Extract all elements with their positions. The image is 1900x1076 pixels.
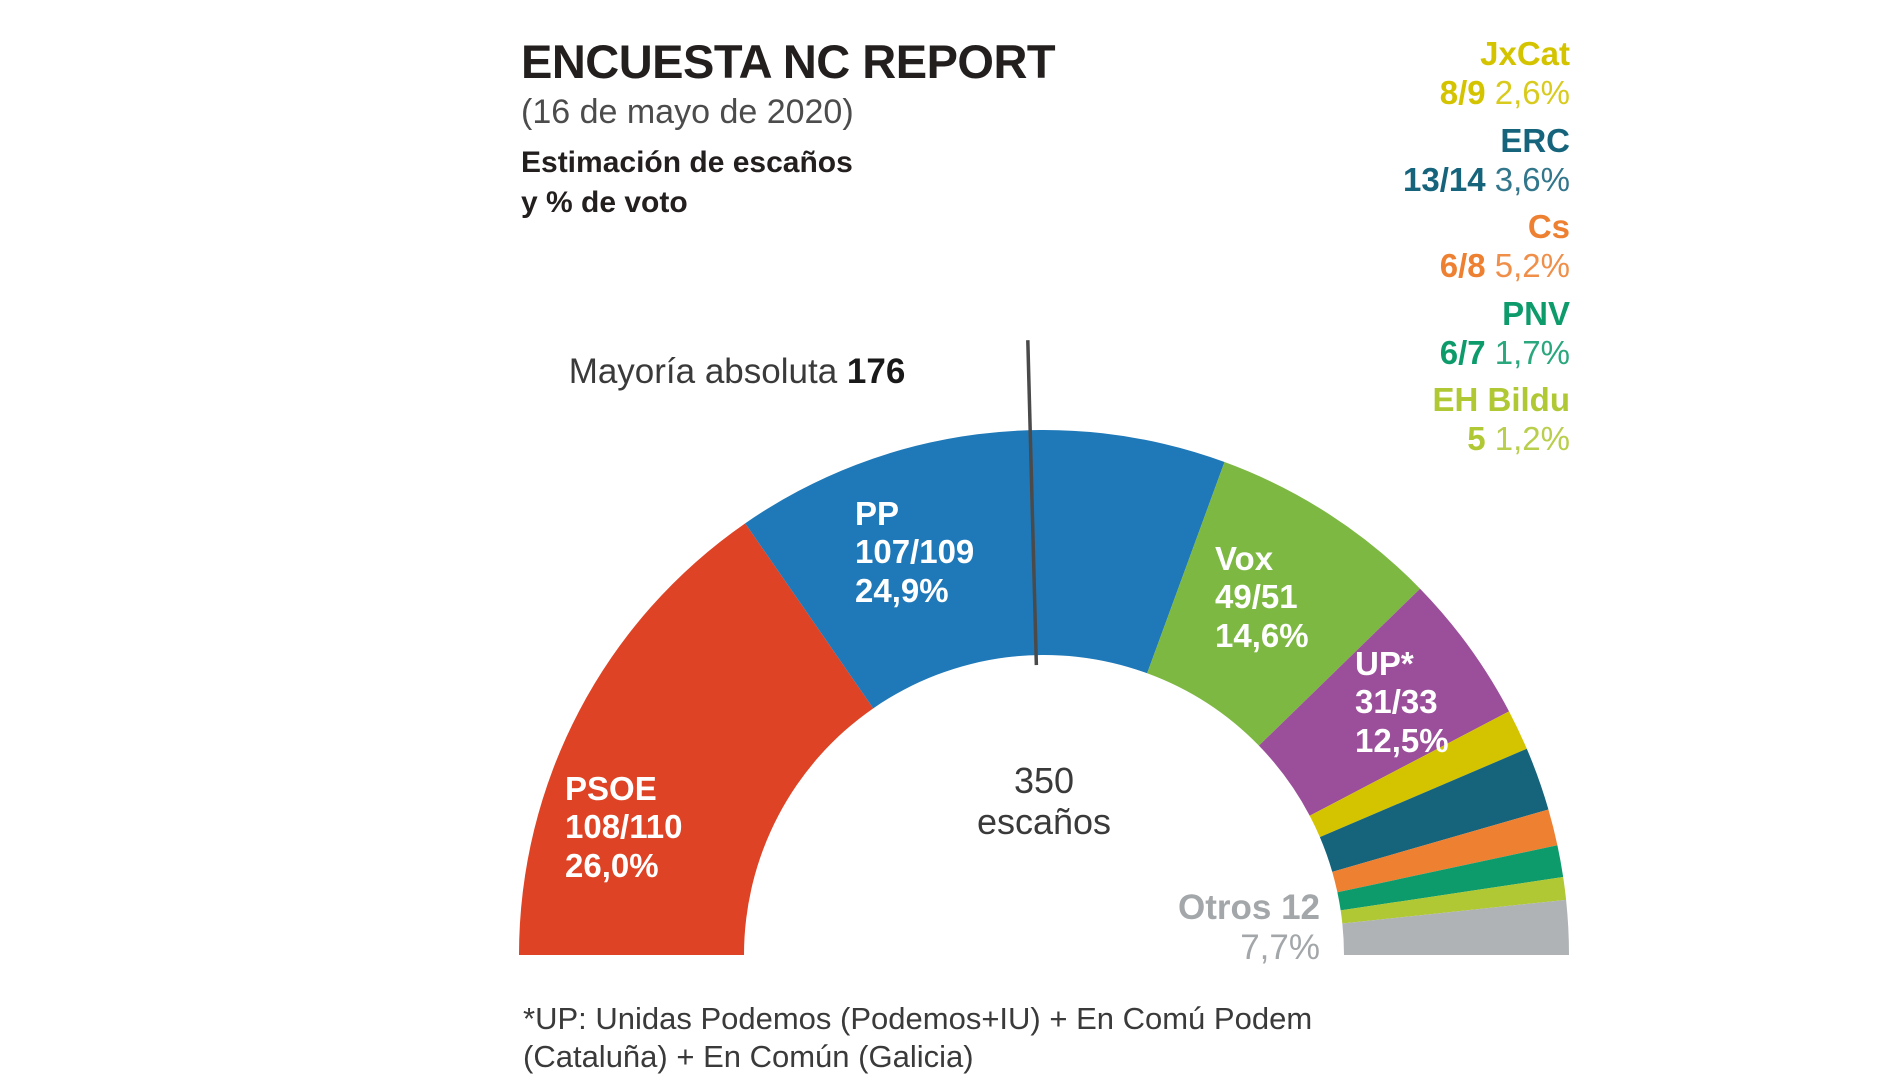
majority-divider-line xyxy=(1026,340,1039,666)
legend-pct: 1,2% xyxy=(1494,420,1570,458)
legend-party-name: JxCat xyxy=(1480,35,1570,72)
legend-values: 13/14 3,6% xyxy=(1210,160,1570,200)
footnote-line-2: (Cataluña) + En Común (Galicia) xyxy=(523,1039,974,1075)
legend-seat-range: 8/9 xyxy=(1439,73,1486,111)
pie-slice-pp xyxy=(745,430,1225,709)
legend-values: 6/7 1,7% xyxy=(1210,333,1570,373)
legend-seat-range: 5 xyxy=(1467,420,1486,458)
legend-seat-range: 13/14 xyxy=(1403,160,1486,198)
legend-pct: 3,6% xyxy=(1494,160,1570,198)
legend-item-pnv: PNV 6/7 1,7% xyxy=(1210,294,1570,373)
legend-pct: 5,2% xyxy=(1494,247,1570,285)
pie-slice-jxcat xyxy=(1309,711,1527,838)
poll-date: (16 de mayo de 2020) xyxy=(521,93,854,131)
legend-pct: 2,6% xyxy=(1494,73,1570,111)
pie-slice-up xyxy=(1258,588,1510,816)
pie-slice-psoe xyxy=(519,523,874,955)
legend-item-erc: ERC 13/14 3,6% xyxy=(1210,121,1570,200)
legend-party-name: ERC xyxy=(1500,121,1570,159)
pie-slice-pnv xyxy=(1337,845,1564,911)
legend-party-name: PNV xyxy=(1502,294,1570,332)
header-subtitle: Estimación de escaños y % de voto xyxy=(521,143,1241,222)
page-title: ENCUESTA NC REPORT xyxy=(521,35,1056,88)
footnote: *UP: Unidas Podemos (Podemos+IU) + En Co… xyxy=(523,1000,1643,1076)
subtitle-line-1: Estimación de escaños xyxy=(521,146,853,180)
legend-seat-range: 6/7 xyxy=(1439,333,1486,371)
subtitle-line-2: y % de voto xyxy=(521,185,688,219)
pie-slice-eh bildu xyxy=(1340,876,1567,924)
pie-slice-vox xyxy=(1147,462,1421,746)
pie-slice-otros xyxy=(1342,899,1569,955)
legend-party-name: EH Bildu xyxy=(1432,381,1571,419)
legend-seat-range: 6/8 xyxy=(1439,247,1486,285)
legend-item-jxcat: JxCat 8/9 2,6% xyxy=(1210,35,1570,113)
party-legend: JxCat 8/9 2,6% ERC 13/14 3,6% Cs 6/8 5,2% PNV 6… xyxy=(1210,35,1571,469)
pie-slice-cs xyxy=(1332,809,1558,893)
legend-pct: 1,7% xyxy=(1494,333,1570,371)
footnote-line-1: *UP: Unidas Podemos (Podemos+IU) + En Co… xyxy=(523,1001,1313,1036)
legend-item-eh-bildu: EH Bildu 5 1,2% xyxy=(1210,381,1571,459)
legend-item-cs: Cs 6/8 5,2% xyxy=(1210,208,1570,286)
pie-slice-erc xyxy=(1319,748,1549,872)
legend-values: 5 1,2% xyxy=(1210,419,1570,459)
legend-values: 6/8 5,2% xyxy=(1210,246,1570,286)
legend-values: 8/9 2,6% xyxy=(1210,73,1570,113)
header: ENCUESTA NC REPORT (16 de mayo de 2020) … xyxy=(521,38,1241,223)
legend-party-name: Cs xyxy=(1527,208,1570,246)
